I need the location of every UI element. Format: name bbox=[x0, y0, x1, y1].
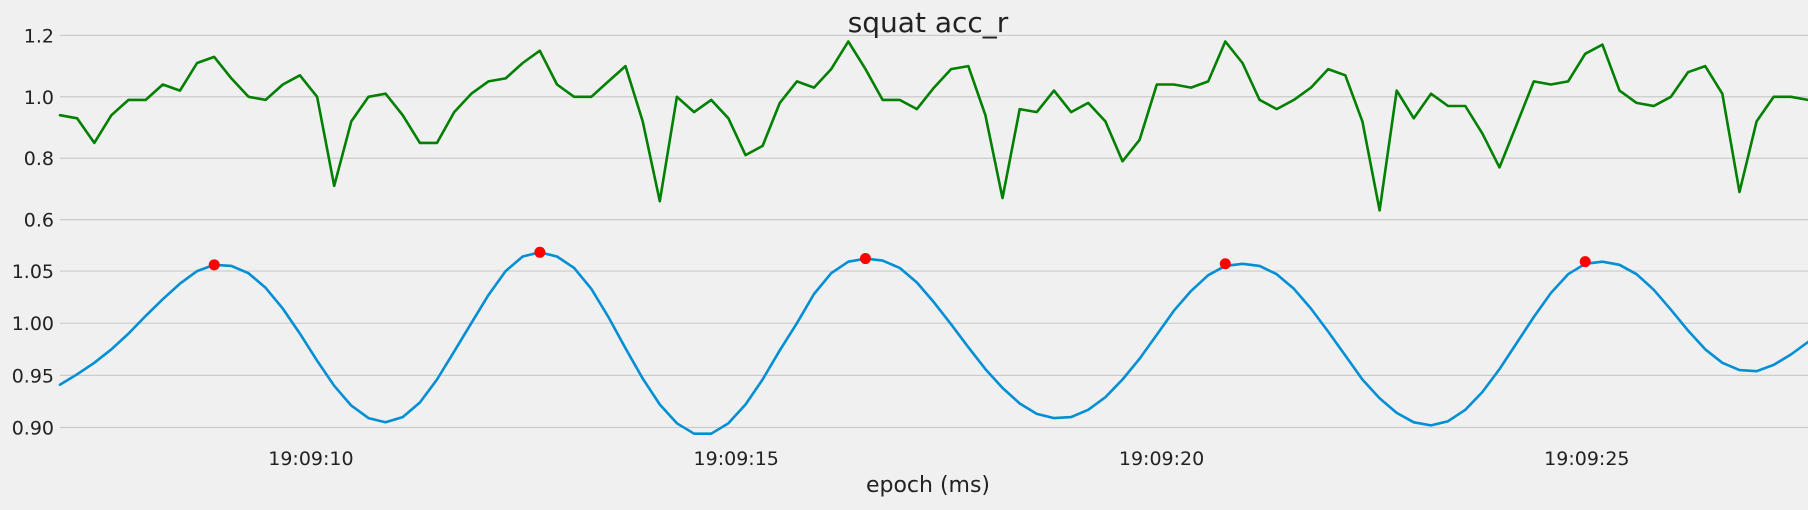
top-y-tick-label: 1.0 bbox=[24, 87, 54, 109]
top-series-line bbox=[58, 40, 1808, 212]
top-y-tick-label: 0.6 bbox=[24, 210, 54, 232]
label-layer: 0.6 0.8 1.0 1.2 0.90 0.95 1.00 1.05 19:09:10 19:0… bbox=[12, 25, 1630, 470]
top-y-tick-label: 0.8 bbox=[24, 148, 54, 170]
chart-title: squat acc_r bbox=[848, 6, 1009, 39]
grid-layer bbox=[60, 34, 1808, 429]
marker-layer bbox=[208, 246, 1591, 271]
bottom-series-line bbox=[58, 251, 1808, 436]
bottom-y-tick-label: 1.00 bbox=[12, 313, 54, 335]
bottom-peak-marker bbox=[534, 246, 546, 258]
bottom-y-tick-label: 0.90 bbox=[12, 417, 54, 439]
x-tick-label: 19:09:20 bbox=[1119, 448, 1204, 470]
series-layer bbox=[58, 40, 1808, 436]
x-tick-label: 19:09:25 bbox=[1544, 448, 1629, 470]
x-axis-label: epoch (ms) bbox=[866, 473, 990, 498]
bottom-peak-marker bbox=[1579, 256, 1591, 268]
bottom-peak-marker bbox=[208, 259, 220, 271]
x-tick-label: 19:09:15 bbox=[694, 448, 779, 470]
bottom-y-tick-label: 1.05 bbox=[12, 261, 54, 283]
top-y-tick-label: 1.2 bbox=[24, 25, 54, 47]
x-tick-label: 19:09:10 bbox=[268, 448, 353, 470]
bottom-peak-marker bbox=[859, 253, 871, 265]
bottom-peak-marker bbox=[1219, 258, 1231, 270]
bottom-y-tick-label: 0.95 bbox=[12, 365, 54, 387]
